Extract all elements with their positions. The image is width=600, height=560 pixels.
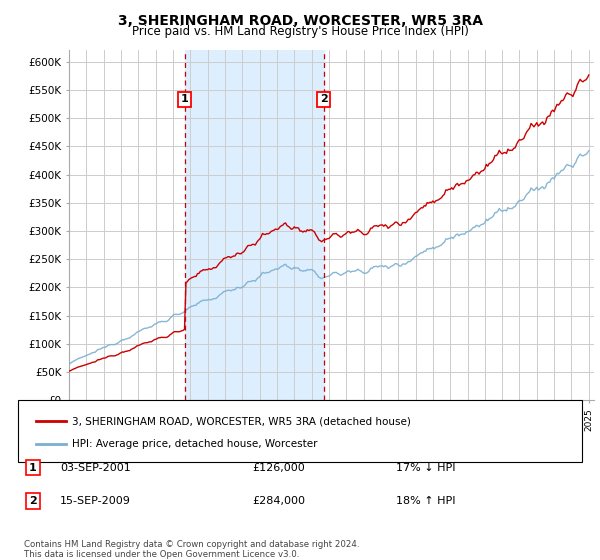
Text: 3, SHERINGHAM ROAD, WORCESTER, WR5 3RA (detached house): 3, SHERINGHAM ROAD, WORCESTER, WR5 3RA (… (72, 416, 411, 426)
Text: 1: 1 (181, 95, 188, 104)
Text: 2: 2 (29, 496, 37, 506)
Text: £284,000: £284,000 (252, 496, 305, 506)
Text: 3, SHERINGHAM ROAD, WORCESTER, WR5 3RA: 3, SHERINGHAM ROAD, WORCESTER, WR5 3RA (118, 14, 482, 28)
Text: 17% ↓ HPI: 17% ↓ HPI (396, 463, 455, 473)
Text: Price paid vs. HM Land Registry's House Price Index (HPI): Price paid vs. HM Land Registry's House … (131, 25, 469, 38)
Text: Contains HM Land Registry data © Crown copyright and database right 2024.
This d: Contains HM Land Registry data © Crown c… (24, 540, 359, 559)
Bar (185, 50, 324, 400)
Text: £126,000: £126,000 (252, 463, 305, 473)
Text: 18% ↑ HPI: 18% ↑ HPI (396, 496, 455, 506)
Text: 15-SEP-2009: 15-SEP-2009 (60, 496, 131, 506)
Text: 1: 1 (29, 463, 37, 473)
Text: 2: 2 (320, 95, 328, 104)
Text: HPI: Average price, detached house, Worcester: HPI: Average price, detached house, Worc… (72, 439, 317, 449)
Text: 03-SEP-2001: 03-SEP-2001 (60, 463, 131, 473)
